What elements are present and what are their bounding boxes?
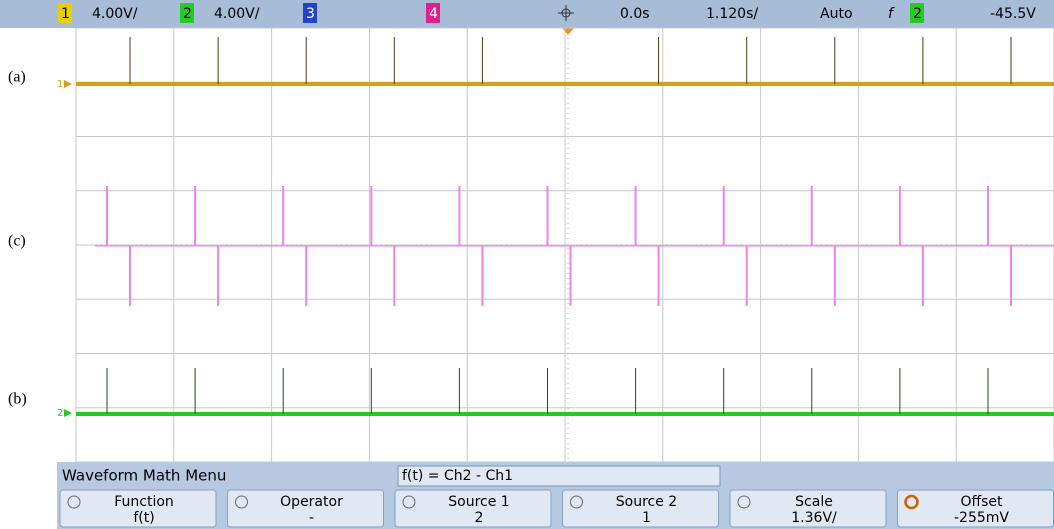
trigger-level: -45.5V [990,6,1036,22]
softkey-label: Source 1 [448,494,509,510]
ch2-badge [180,3,194,23]
softkey-value: f(t) [133,510,154,526]
ch1-scale: 4.00V/ [92,6,138,22]
softkey[interactable] [59,489,217,528]
softkey-label: Operator [280,494,343,510]
softkey-value: 2 [475,510,484,526]
softkey[interactable] [394,489,552,528]
ch3-label: 3 [306,6,315,22]
softkey-icon [67,495,81,509]
acquire-icon [558,5,574,21]
time-delay: 0.0s [620,6,650,22]
trigger-slope: f [888,6,895,22]
ch1-badge [58,3,72,23]
ch2-label: 2 [183,6,192,22]
trigger-source: 2 [913,6,922,22]
softkey-label: Source 2 [616,494,677,510]
softkey-value: - [309,510,314,526]
menu-title: Waveform Math Menu [62,467,226,485]
ch1-marker-arrow [64,80,72,88]
trace-label: (a) [8,69,26,86]
softkey-icon [235,495,248,509]
ch4-label: 4 [429,6,438,22]
softkey[interactable] [562,489,719,528]
trigger-mode: Auto [820,6,853,22]
softkey-value: -255mV [954,510,1009,526]
softkey-value: 1.36V/ [791,510,837,526]
ch2-marker-arrow [64,409,72,417]
softkey-label: Offset [960,494,1003,510]
top-bar [0,0,1054,28]
ch4-badge [426,3,440,23]
softkey-label: Function [114,494,174,510]
softkey-icon [570,495,583,509]
trace-label: (c) [8,233,26,250]
ch1-label: 1 [61,6,70,22]
softkey-value: 1 [642,510,651,526]
expression-box [397,465,721,487]
ch1-marker: 1 [57,79,63,90]
softkey-icon [737,495,751,509]
math-expression: f(t) = Ch2 - Ch1 [402,468,513,484]
softkey[interactable] [227,489,384,528]
trace-label: (b) [8,391,27,408]
ch2-scale: 4.00V/ [214,6,260,22]
softkey-label: Scale [795,494,833,510]
softkey-icon [402,495,416,509]
ch3-badge [303,3,317,23]
ch2-marker: 2 [57,408,63,419]
time-scale: 1.120s/ [706,6,758,22]
softkey[interactable] [729,489,887,528]
trigger-source-badge [910,3,924,23]
softkey-icon [904,494,919,510]
